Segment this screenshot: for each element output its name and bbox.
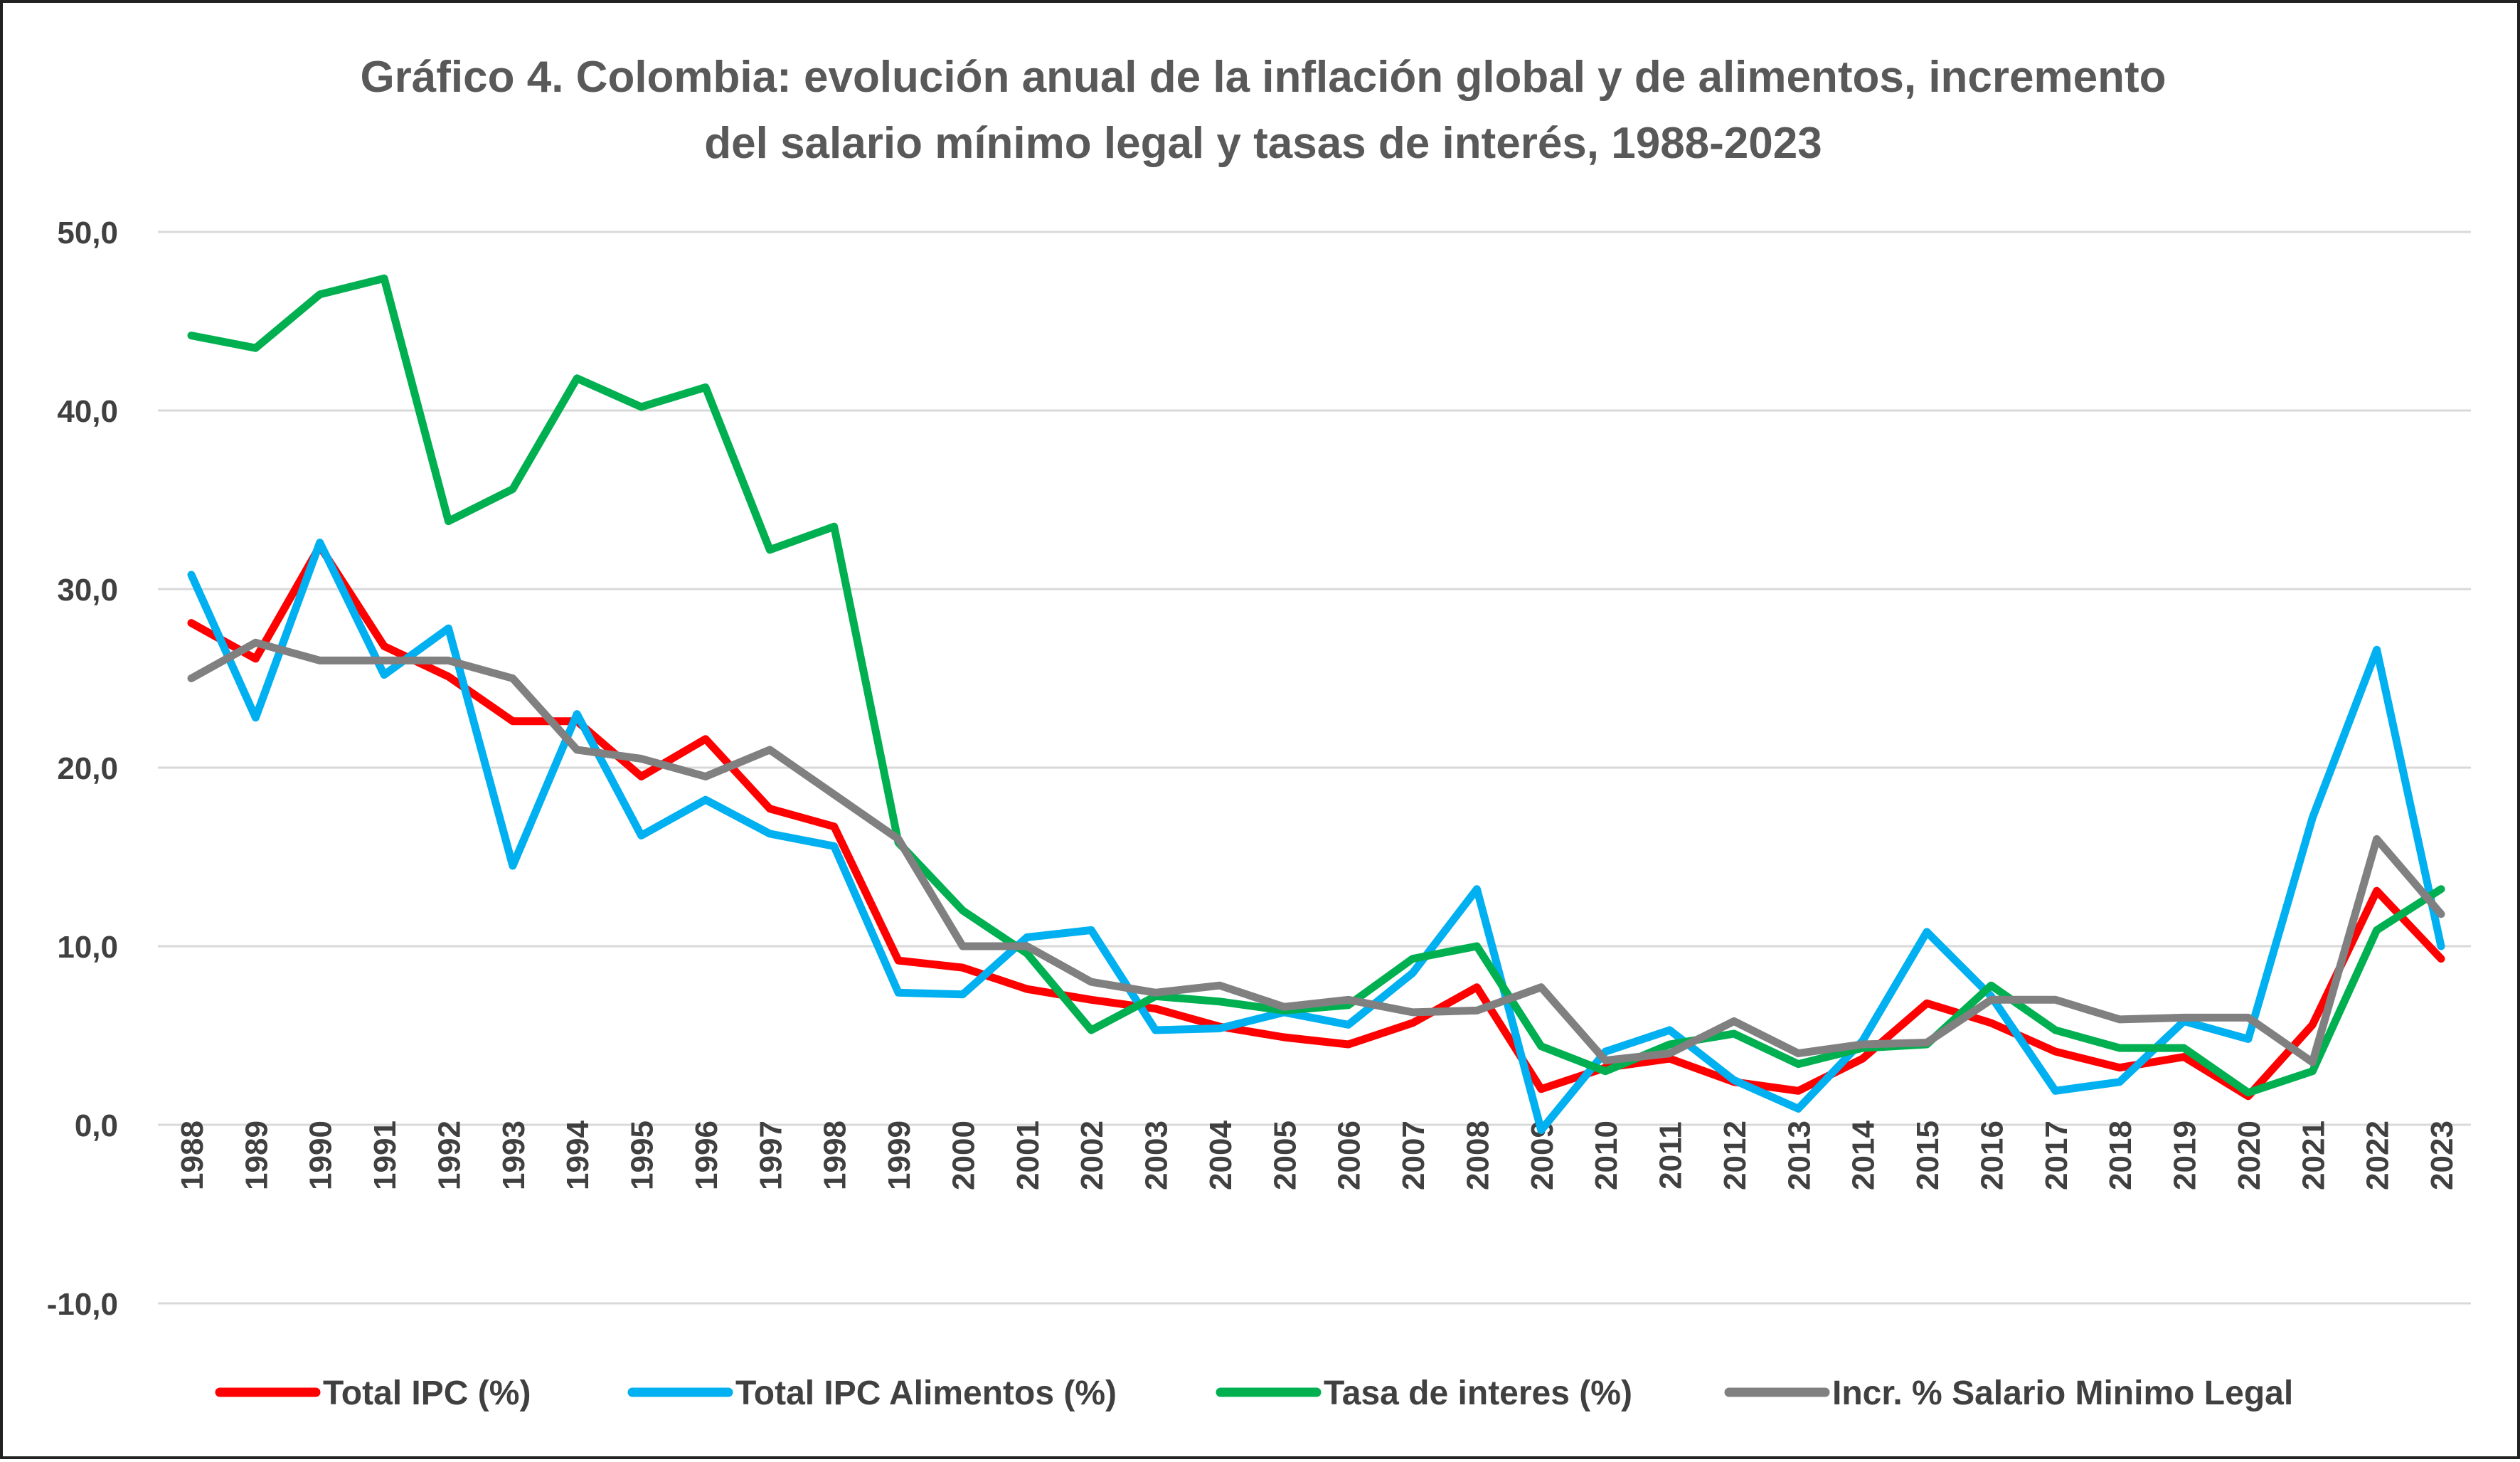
- x-tick-label: 2006: [1332, 1121, 1367, 1190]
- legend-label-1: Total IPC (%): [323, 1374, 531, 1412]
- x-tick-label: 2012: [1718, 1121, 1753, 1190]
- x-tick-label: 2018: [2103, 1121, 2138, 1190]
- x-tick-label: 2007: [1396, 1121, 1431, 1190]
- x-tick-label: 1995: [625, 1121, 660, 1190]
- x-tick-label: 2000: [946, 1121, 981, 1190]
- series-line-4: [187, 638, 2445, 1066]
- line-chart: Gráfico 4. Colombia: evolución anual de …: [47, 53, 2471, 1412]
- y-axis-ticks: -10,0 0,0 10,0 20,0 30,0 40,0 50,0: [47, 216, 118, 1322]
- x-tick-label: 2002: [1075, 1121, 1110, 1190]
- x-tick-label: 2023: [2425, 1121, 2460, 1190]
- x-tick-label: 1999: [882, 1121, 917, 1190]
- x-tick-label: 2016: [1974, 1121, 2009, 1190]
- y-tick-label: -10,0: [47, 1287, 118, 1322]
- legend-label-4: Incr. % Salario Minimo Legal: [1832, 1374, 2293, 1412]
- x-tick-label: 1988: [175, 1121, 210, 1190]
- x-tick-label: 1992: [432, 1121, 467, 1190]
- x-tick-label: 1996: [689, 1121, 724, 1190]
- x-tick-label: 1994: [560, 1121, 595, 1190]
- chart-title: Gráfico 4. Colombia: evolución anual de …: [360, 53, 2166, 168]
- series-line-3: [187, 274, 2445, 1097]
- x-tick-label: 2022: [2361, 1121, 2396, 1190]
- legend-label-2: Total IPC Alimentos (%): [735, 1374, 1117, 1412]
- x-tick-label: 2011: [1654, 1121, 1689, 1189]
- x-tick-label: 1990: [304, 1121, 339, 1190]
- y-tick-label: 20,0: [57, 751, 118, 786]
- x-tick-label: 1989: [239, 1121, 274, 1190]
- x-tick-label: 2013: [1782, 1121, 1817, 1190]
- x-tick-label: 2017: [2039, 1121, 2074, 1190]
- x-tick-label: 2004: [1203, 1121, 1238, 1190]
- x-axis-ticks: 1988 1989 1990 1991 1992 1993 1994 1995 1996 1997…: [175, 1121, 2460, 1190]
- y-tick-label: 40,0: [57, 394, 118, 429]
- x-tick-label: 2003: [1139, 1121, 1174, 1190]
- x-tick-label: 2021: [2296, 1121, 2331, 1190]
- x-tick-label: 2005: [1267, 1121, 1302, 1190]
- x-tick-label: 2010: [1589, 1121, 1624, 1190]
- x-tick-label: 2020: [2232, 1121, 2267, 1190]
- series-lines: [187, 274, 2445, 1134]
- x-tick-label: 2015: [1910, 1121, 1945, 1190]
- x-tick-label: 1997: [753, 1121, 788, 1190]
- x-tick-label: 1993: [496, 1121, 531, 1190]
- x-tick-label: 1998: [818, 1121, 853, 1190]
- chart-title-line-1: Gráfico 4. Colombia: evolución anual de …: [360, 53, 2166, 102]
- chart-title-line-2: del salario mínimo legal y tasas de inte…: [704, 119, 1822, 168]
- x-tick-label: 2014: [1846, 1121, 1881, 1190]
- y-tick-label: 0,0: [75, 1108, 118, 1143]
- y-tick-label: 10,0: [57, 930, 118, 965]
- x-tick-label: 2019: [2168, 1121, 2203, 1190]
- y-tick-label: 30,0: [57, 573, 118, 608]
- x-tick-label: 2008: [1460, 1121, 1495, 1190]
- legend: Total IPC (%) Total IPC Alimentos (%) Tasa…: [215, 1374, 2293, 1412]
- legend-label-3: Tasa de interes (%): [1324, 1374, 1632, 1412]
- series-line-1: [187, 542, 2445, 1101]
- x-tick-label: 1991: [368, 1121, 403, 1190]
- gridlines: [158, 231, 2471, 1305]
- x-tick-label: 2001: [1011, 1121, 1046, 1190]
- y-tick-label: 50,0: [57, 216, 118, 250]
